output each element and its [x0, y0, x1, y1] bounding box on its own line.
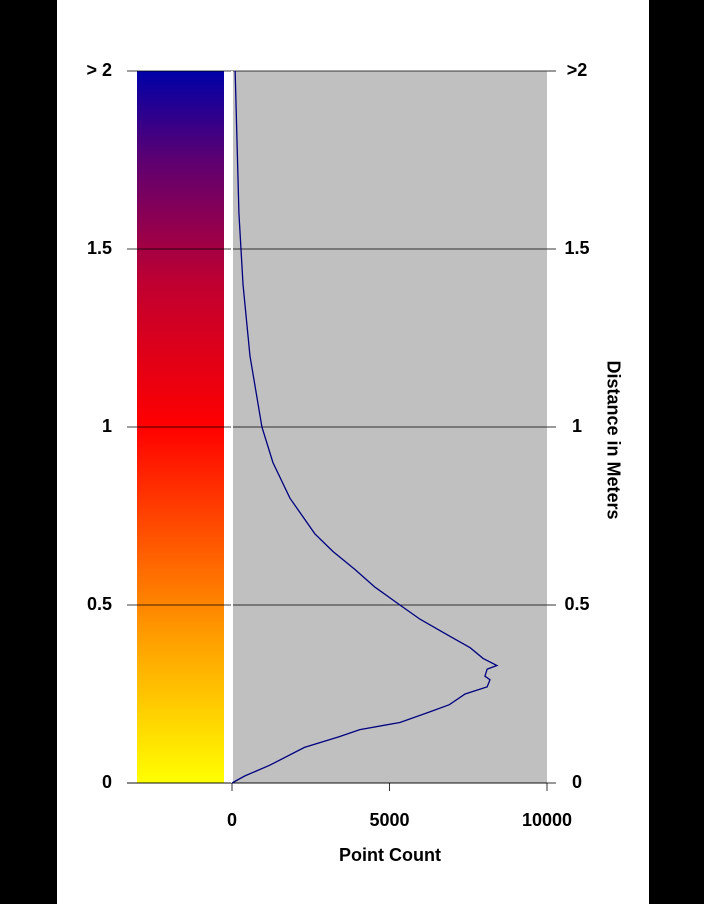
y-tick-label: 0.5 [87, 594, 112, 614]
y-tick-label: 0 [102, 772, 112, 792]
y-tick-label: 1 [102, 416, 112, 436]
x-tick-label: 5000 [369, 810, 409, 830]
y2-tick-label: 1.5 [564, 238, 589, 258]
y2-tick-label: 0 [572, 772, 582, 792]
y2-tick-label: 1 [572, 416, 582, 436]
y-axis-title: Distance in Meters [603, 360, 623, 519]
y2-tick-label: >2 [567, 60, 588, 80]
data-line [231, 70, 499, 784]
y-tick-label: > 2 [86, 60, 112, 80]
y2-tick-label: 0.5 [564, 594, 589, 614]
x-tick-label: 10000 [522, 810, 572, 830]
x-tick-label: 0 [227, 810, 237, 830]
y-tick-label: 1.5 [87, 238, 112, 258]
x-axis-title: Point Count [339, 845, 441, 865]
